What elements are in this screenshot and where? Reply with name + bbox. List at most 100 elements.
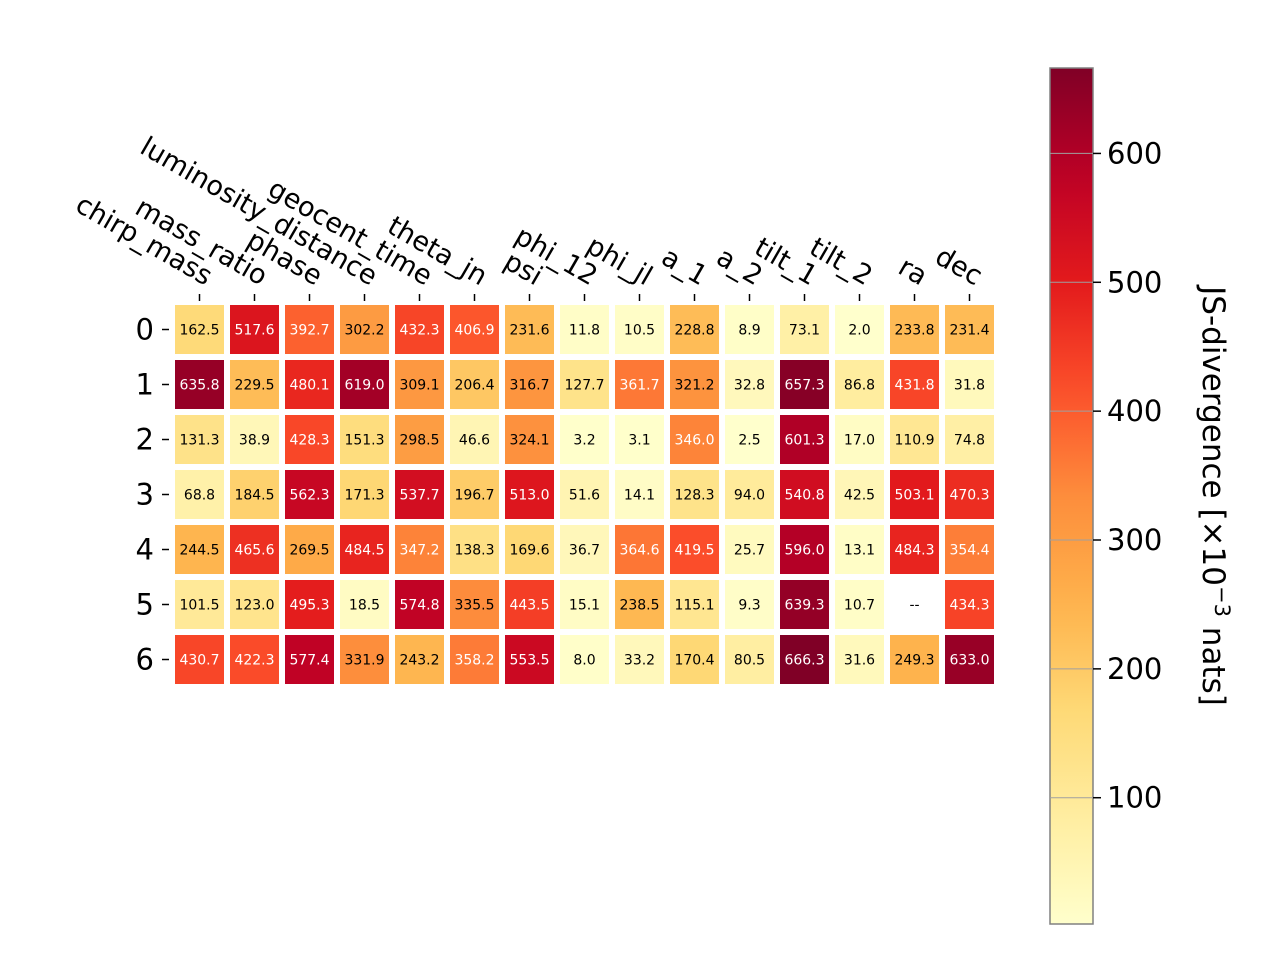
cell-value-label: 324.1 <box>509 433 549 449</box>
cell-value-label: 3.1 <box>628 433 650 449</box>
heatmap-cell <box>340 525 389 574</box>
cell-value-label: 169.6 <box>509 543 549 559</box>
heatmap-cell <box>395 635 444 684</box>
cell-value-label: 517.6 <box>234 323 274 339</box>
cell-value-label: 238.5 <box>619 598 659 614</box>
cell-value-label: 430.7 <box>179 653 219 669</box>
cell-value-label: 2.0 <box>848 323 870 339</box>
cell-value-label: 33.2 <box>624 653 655 669</box>
heatmap-cell <box>230 580 279 629</box>
cell-value-label: 639.3 <box>784 598 824 614</box>
cell-value-label: 428.3 <box>289 433 329 449</box>
cell-value-label: 128.3 <box>674 488 714 504</box>
cell-value-label: 73.1 <box>789 323 820 339</box>
cell-value-label: 331.9 <box>344 653 384 669</box>
heatmap-cell <box>670 305 719 354</box>
colorbar-tick-label: 100 <box>1107 781 1162 815</box>
cell-value-label: 432.3 <box>399 323 439 339</box>
cell-value-label: 562.3 <box>289 488 329 504</box>
cell-value-label: 13.1 <box>844 543 875 559</box>
cell-value-label: 10.7 <box>844 598 875 614</box>
heatmap-cell <box>230 360 279 409</box>
heatmap-cell <box>945 415 994 464</box>
cell-value-label: 666.3 <box>784 653 824 669</box>
heatmap-cell <box>340 360 389 409</box>
heatmap-cell <box>890 525 939 574</box>
cell-value-label: 406.9 <box>454 323 494 339</box>
cell-value-label: 51.6 <box>569 488 600 504</box>
heatmap-cell <box>395 470 444 519</box>
heatmap-cell <box>890 415 939 464</box>
cell-value-label: 42.5 <box>844 488 875 504</box>
row-label: 2 <box>136 423 154 457</box>
cell-value-label: 422.3 <box>234 653 274 669</box>
heatmap-cell <box>725 415 774 464</box>
heatmap-cell <box>945 360 994 409</box>
heatmap-cell <box>835 305 884 354</box>
heatmap-cell <box>285 525 334 574</box>
heatmap-cell <box>560 305 609 354</box>
heatmap-cell <box>670 415 719 464</box>
cell-value-label: 470.3 <box>949 488 989 504</box>
heatmap-cell <box>285 470 334 519</box>
heatmap-cell <box>505 635 554 684</box>
cell-value-label: 74.8 <box>954 433 985 449</box>
cell-value-label: 619.0 <box>344 378 384 394</box>
cell-value-label: 127.7 <box>564 378 604 394</box>
cell-value-label: 635.8 <box>179 378 219 394</box>
colorbar-tick-label: 300 <box>1107 523 1162 557</box>
heatmap-cell <box>780 305 829 354</box>
colorbar-tick-label: 400 <box>1107 394 1162 428</box>
cell-value-label: 244.5 <box>179 543 219 559</box>
cell-value-label: 480.1 <box>289 378 329 394</box>
heatmap-cell <box>175 305 224 354</box>
heatmap-cell <box>450 525 499 574</box>
heatmap-cell <box>780 525 829 574</box>
heatmap-cell <box>340 305 389 354</box>
heatmap-cell <box>395 525 444 574</box>
heatmap-cell <box>780 580 829 629</box>
cell-value-label: 46.6 <box>459 433 490 449</box>
cell-value-label: 162.5 <box>179 323 219 339</box>
heatmap-cell <box>725 360 774 409</box>
cell-value-label: 15.1 <box>569 598 600 614</box>
cell-value-label: 25.7 <box>734 543 765 559</box>
cell-value-label: 465.6 <box>234 543 274 559</box>
heatmap-cell <box>560 415 609 464</box>
heatmap-cell <box>395 305 444 354</box>
cell-value-label: 392.7 <box>289 323 329 339</box>
colorbar-gradient <box>1049 67 1094 925</box>
heatmap-cell <box>945 635 994 684</box>
row-label: 0 <box>136 313 154 347</box>
heatmap-cell <box>505 305 554 354</box>
cell-value-label: 115.1 <box>674 598 714 614</box>
heatmap-cell <box>505 415 554 464</box>
heatmap-cell <box>560 525 609 574</box>
cell-value-label: 36.7 <box>569 543 600 559</box>
cell-value-label: 31.8 <box>954 378 985 394</box>
cell-value-label: 513.0 <box>509 488 549 504</box>
cell-value-label: 298.5 <box>399 433 439 449</box>
cell-value-label: 431.8 <box>894 378 934 394</box>
cell-value-label: 601.3 <box>784 433 824 449</box>
cell-value-label: 31.6 <box>844 653 875 669</box>
cell-value-label: 151.3 <box>344 433 384 449</box>
heatmap-cell <box>780 360 829 409</box>
heatmap-cell <box>615 470 664 519</box>
heatmap-cell <box>395 415 444 464</box>
column-labels: chirp_massmass_ratiophaseluminosity_dist… <box>70 131 988 301</box>
cell-value-label: 596.0 <box>784 543 824 559</box>
cell-value-label: 229.5 <box>234 378 274 394</box>
cell-value-label: 321.2 <box>674 378 714 394</box>
heatmap-cell <box>835 360 884 409</box>
cell-value-label: 577.4 <box>289 653 329 669</box>
cell-value-label: 2.5 <box>738 433 760 449</box>
heatmap-cell <box>450 415 499 464</box>
cell-value-label: 80.5 <box>734 653 765 669</box>
heatmap-cells: 162.5 517.6 392.7 302.2 432.3 406.9 231.6 11.8 1… <box>175 305 994 684</box>
heatmap-cell <box>780 415 829 464</box>
cell-value-label: 269.5 <box>289 543 329 559</box>
heatmap-cell <box>835 470 884 519</box>
cell-value-label: 184.5 <box>234 488 274 504</box>
cell-value-label: 233.8 <box>894 323 934 339</box>
